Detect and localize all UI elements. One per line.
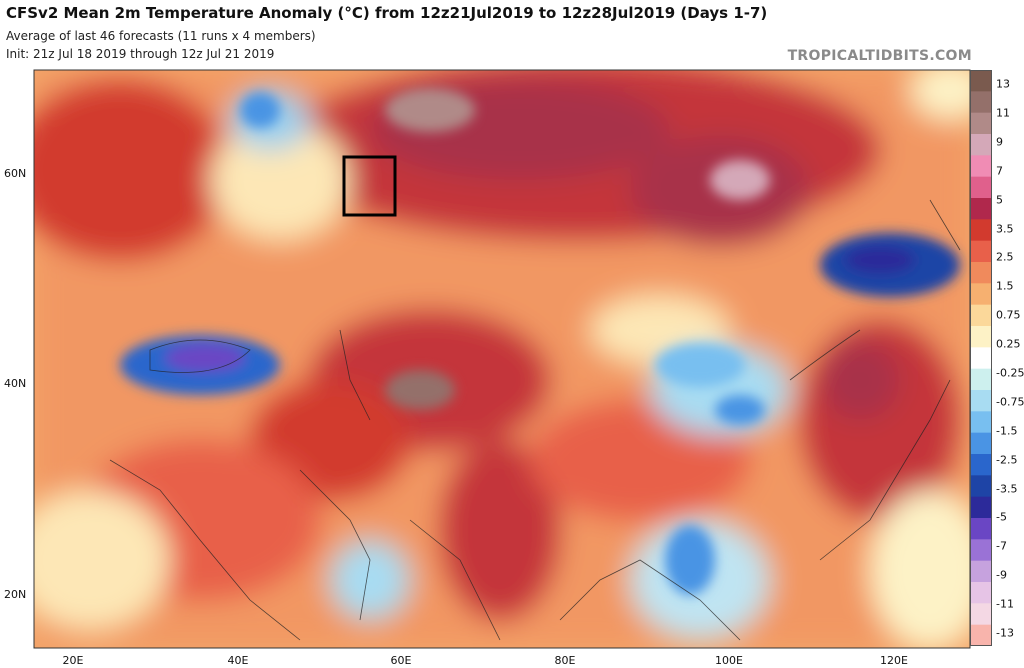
map-subtitle-forecasts: Average of last 46 forecasts (11 runs x … bbox=[6, 29, 316, 43]
colorbar-label: -0.75 bbox=[996, 395, 1024, 409]
colorbar-label: 3.5 bbox=[996, 222, 1014, 235]
lon-label-20e: 20E bbox=[62, 654, 84, 667]
colorbar-swatch bbox=[970, 326, 992, 348]
colorbar-label: -11 bbox=[996, 597, 1014, 611]
colorbar-label: 0.75 bbox=[996, 308, 1021, 322]
colorbar-label: -0.25 bbox=[996, 366, 1024, 380]
colorbar-label: -1.5 bbox=[996, 424, 1018, 438]
colorbar-swatch bbox=[970, 155, 992, 178]
colorbar-swatch bbox=[970, 432, 992, 455]
colorbar-swatch bbox=[970, 262, 992, 284]
lon-label-80e: 80E bbox=[554, 654, 576, 667]
colorbar-label: 1.5 bbox=[996, 279, 1014, 293]
lon-label-60e: 60E bbox=[390, 654, 412, 667]
lat-label-20n: 20N bbox=[4, 588, 27, 601]
lon-label-40e: 40E bbox=[227, 654, 249, 667]
colorbar-swatch bbox=[970, 496, 992, 519]
colorbar-label: 11 bbox=[996, 106, 1010, 120]
lat-label-60n: 60N bbox=[4, 167, 27, 180]
colorbar-swatch bbox=[970, 582, 992, 604]
colorbar-label: -7 bbox=[996, 539, 1007, 553]
colorbar-swatch bbox=[970, 91, 992, 114]
colorbar-label: -9 bbox=[996, 568, 1007, 582]
anomaly-field bbox=[34, 70, 970, 648]
lat-label-40n: 40N bbox=[4, 377, 27, 390]
lon-label-100e: 100E bbox=[715, 654, 743, 667]
colorbar bbox=[970, 70, 992, 646]
map-title: CFSv2 Mean 2m Temperature Anomaly (°C) f… bbox=[6, 4, 768, 22]
colorbar-swatch bbox=[970, 454, 992, 476]
map-subtitle-init: Init: 21z Jul 18 2019 through 12z Jul 21… bbox=[6, 47, 275, 61]
colorbar-swatch bbox=[970, 475, 992, 498]
colorbar-swatch bbox=[970, 70, 992, 92]
colorbar-label: -3.5 bbox=[996, 482, 1018, 495]
colorbar-swatch bbox=[970, 112, 992, 135]
colorbar-swatch bbox=[970, 304, 992, 327]
colorbar-swatch bbox=[970, 134, 992, 156]
colorbar-swatch bbox=[970, 518, 992, 540]
colorbar-swatch bbox=[970, 624, 992, 646]
lon-label-120e: 120E bbox=[880, 654, 908, 667]
source-credit: TROPICALTIDBITS.COM bbox=[787, 48, 972, 64]
colorbar-label: 13 bbox=[996, 77, 1010, 91]
colorbar-swatch bbox=[970, 283, 992, 306]
colorbar-label: 5 bbox=[996, 193, 1003, 207]
highlight-box bbox=[342, 155, 397, 217]
colorbar-label: 9 bbox=[996, 135, 1003, 149]
colorbar-label: 7 bbox=[996, 164, 1003, 178]
colorbar-swatch bbox=[970, 560, 992, 583]
colorbar-swatch bbox=[970, 198, 992, 220]
colorbar-swatch bbox=[970, 219, 992, 242]
colorbar-swatch bbox=[970, 368, 992, 391]
colorbar-swatch bbox=[970, 603, 992, 626]
colorbar-label: 0.25 bbox=[996, 337, 1021, 351]
colorbar-swatch bbox=[970, 539, 992, 562]
colorbar-swatch bbox=[970, 347, 992, 370]
coastlines bbox=[109, 199, 961, 641]
colorbar-swatch bbox=[970, 411, 992, 434]
colorbar-swatch bbox=[970, 240, 992, 263]
colorbar-label: -5 bbox=[996, 510, 1007, 524]
colorbar-label: 2.5 bbox=[996, 250, 1014, 264]
colorbar-swatch bbox=[970, 176, 992, 199]
colorbar-label: -2.5 bbox=[996, 453, 1018, 467]
colorbar-label: -13 bbox=[996, 626, 1014, 640]
colorbar-swatch bbox=[970, 390, 992, 412]
